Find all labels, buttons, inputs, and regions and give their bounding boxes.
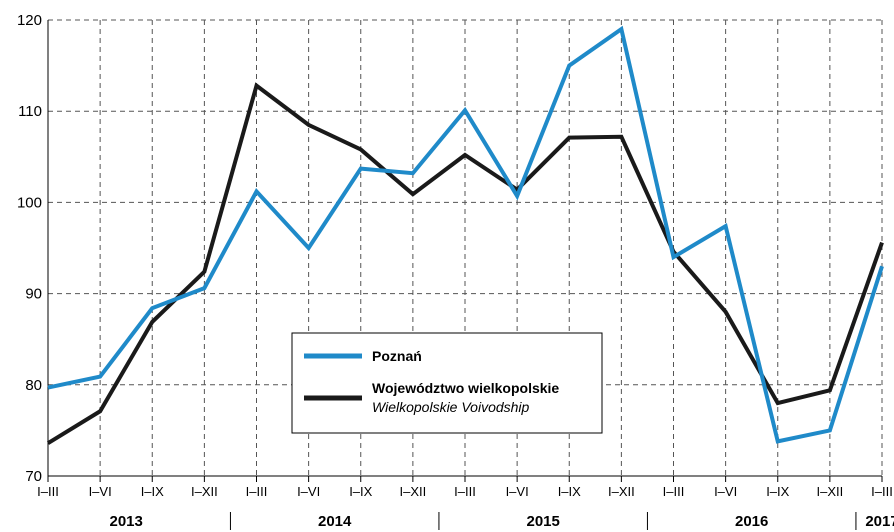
x-tick-label: I–III bbox=[871, 484, 893, 499]
y-tick-label: 100 bbox=[17, 194, 42, 211]
x-tick-label: I–IX bbox=[558, 484, 581, 499]
series-line-1 bbox=[46, 82, 884, 445]
x-tick-label: I–XII bbox=[400, 484, 427, 499]
legend-box bbox=[291, 332, 603, 434]
x-tick-label: I–IX bbox=[141, 484, 164, 499]
x-tick-label: I–VI bbox=[89, 484, 112, 499]
x-tick-label: I–IX bbox=[349, 484, 372, 499]
x-tick-label: I–XII bbox=[817, 484, 844, 499]
x-tick-label: I–III bbox=[246, 484, 268, 499]
y-tick-label: 70 bbox=[25, 468, 42, 485]
x-tick-label: I–VI bbox=[297, 484, 320, 499]
x-tick-label: I–XII bbox=[191, 484, 218, 499]
legend: Poznań Województwo wielkopolskie Wielkopol… bbox=[291, 332, 603, 434]
legend-label-poznan: Poznań bbox=[372, 348, 422, 364]
x-tick-label: I–III bbox=[37, 484, 59, 499]
y-tick-label: 120 bbox=[17, 12, 42, 29]
year-label: 2015 bbox=[527, 513, 560, 530]
x-tick-label: I–VI bbox=[506, 484, 529, 499]
x-tick-label: I–IX bbox=[766, 484, 789, 499]
axes: 70 80 90 100 110 120 I–III I–VI I–IX I–XII I–III I–… bbox=[17, 12, 894, 530]
y-tick-label: 80 bbox=[25, 377, 42, 394]
year-label: 2014 bbox=[318, 513, 352, 530]
x-tick-label: I–III bbox=[663, 484, 685, 499]
y-tick-label: 90 bbox=[25, 286, 42, 303]
series bbox=[46, 25, 884, 445]
year-label: 2016 bbox=[735, 513, 768, 530]
x-tick-label: I–XII bbox=[608, 484, 635, 499]
series-line-0 bbox=[47, 25, 884, 444]
legend-sublabel-voivodship: Wielkopolskie Voivodship bbox=[372, 399, 530, 415]
y-tick-label: 110 bbox=[18, 103, 42, 120]
year-label: 2017 bbox=[865, 513, 894, 530]
x-tick-label: I–VI bbox=[714, 484, 737, 499]
x-tick-label: I–III bbox=[454, 484, 476, 499]
legend-label-wojewodztwo: Województwo wielkopolskie bbox=[372, 380, 559, 396]
year-label: 2013 bbox=[110, 513, 143, 530]
